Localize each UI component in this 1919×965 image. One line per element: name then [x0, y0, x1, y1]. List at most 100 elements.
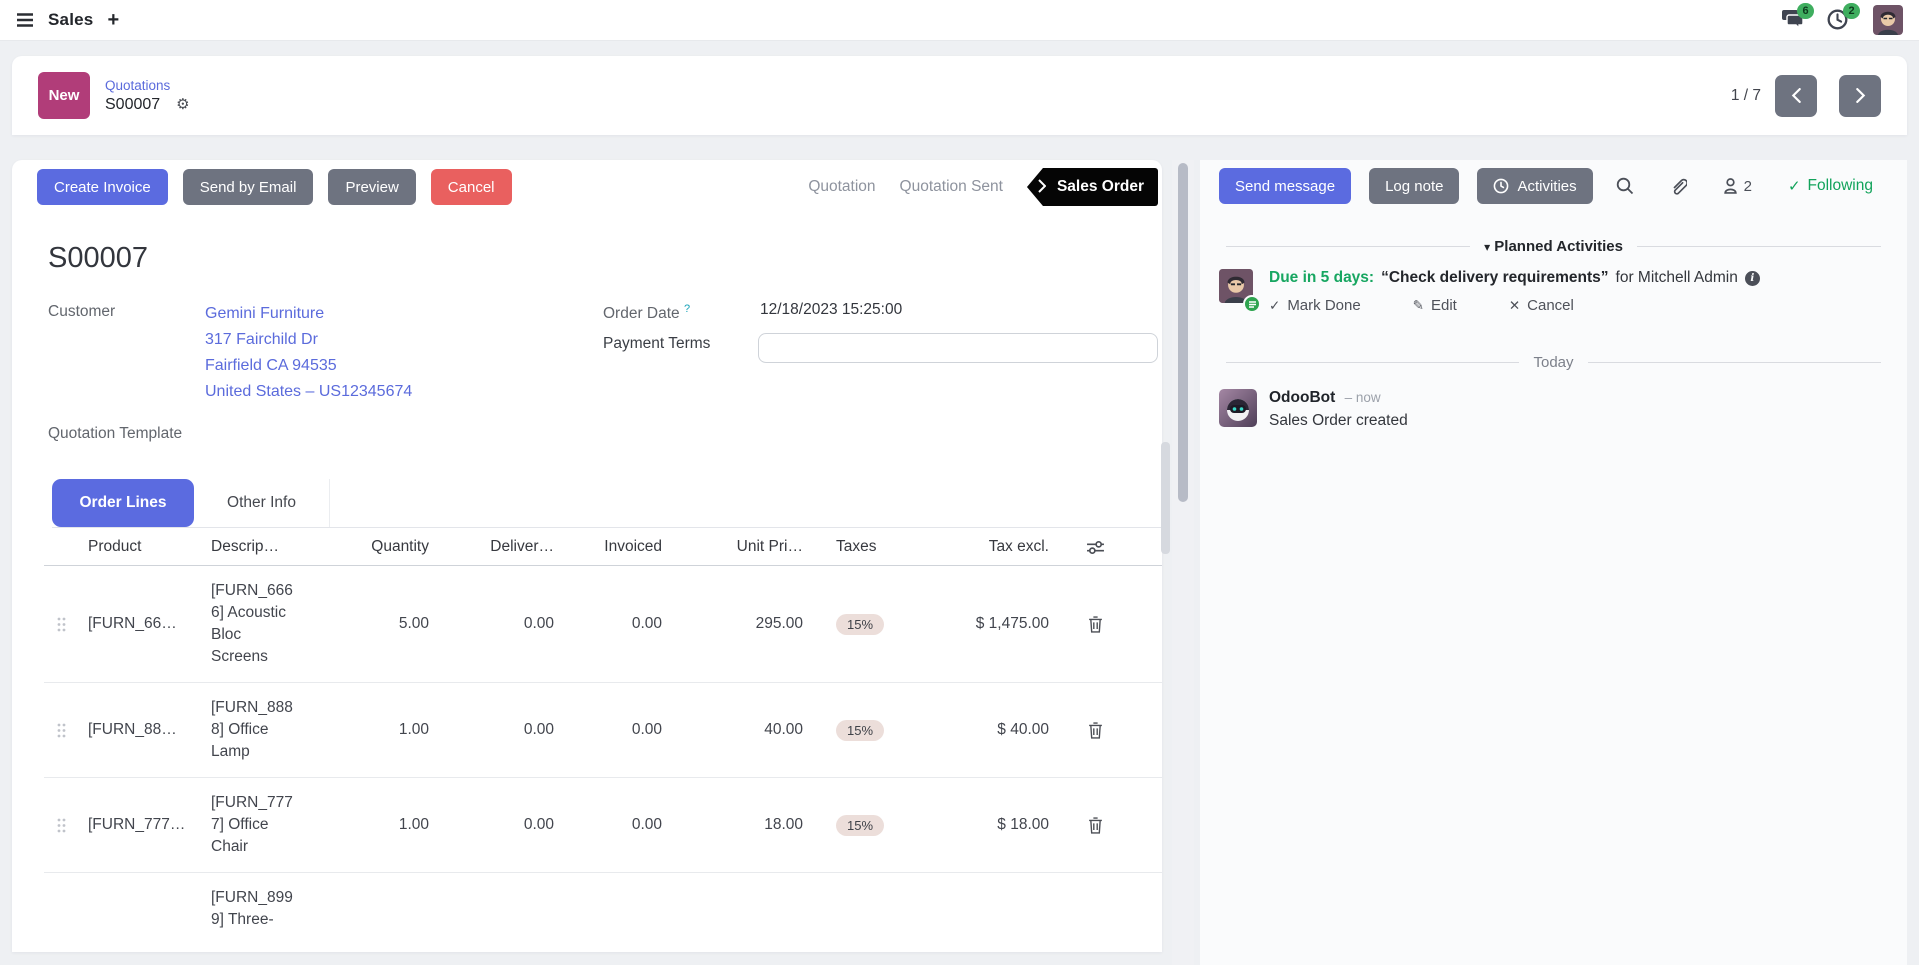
stage-quotation-sent[interactable]: Quotation Sent [899, 178, 1003, 195]
customer-name-link[interactable]: Gemini Furniture [205, 305, 325, 322]
activity-due-date: Due in 5 days: [1269, 269, 1375, 286]
cell-invoiced[interactable]: 0.00 [631, 816, 662, 833]
search-messages-icon[interactable] [1616, 177, 1634, 195]
hamburger-menu-icon[interactable] [16, 13, 34, 27]
attachment-paperclip-icon[interactable] [1670, 177, 1687, 196]
customer-value: Gemini Furniture 317 Fairchild Dr Fairfi… [205, 301, 412, 405]
col-quantity[interactable]: Quantity [371, 538, 429, 555]
cell-product[interactable]: [FURN_88… [88, 721, 177, 738]
cell-delivered[interactable]: 0.00 [523, 615, 554, 632]
activities-button-label: Activities [1517, 177, 1577, 195]
order-date-value[interactable]: 12/18/2023 15:25:00 [760, 301, 903, 318]
customer-country-link[interactable]: United States – US12345674 [205, 383, 413, 400]
cell-unit-price[interactable]: 295.00 [755, 615, 803, 632]
drag-handle-icon[interactable] [44, 723, 78, 738]
col-unit-price[interactable]: Unit Pri… [736, 538, 803, 555]
user-avatar[interactable] [1873, 5, 1903, 35]
message-author[interactable]: OdooBot [1269, 389, 1336, 406]
cell-quantity[interactable]: 1.00 [398, 721, 429, 738]
stage-sales-order-active[interactable]: Sales Order [1026, 168, 1158, 206]
followers-button[interactable]: 2 [1723, 178, 1752, 195]
pager-next-button[interactable] [1839, 74, 1881, 117]
delete-row-icon[interactable] [1088, 721, 1103, 739]
col-invoiced[interactable]: Invoiced [604, 538, 662, 555]
cell-product[interactable]: [FURN_66… [88, 615, 177, 632]
cell-taxes: 15% [808, 719, 936, 741]
log-note-button[interactable]: Log note [1369, 168, 1460, 204]
cell-description[interactable]: [FURN_7777] Office Chair [211, 794, 293, 855]
cell-description[interactable]: [FURN_6666] Acoustic Bloc Screens [211, 582, 293, 665]
info-icon[interactable]: i [1744, 270, 1760, 286]
edit-activity-button[interactable]: ✎ Edit [1412, 297, 1457, 314]
tab-order-lines[interactable]: Order Lines [52, 479, 194, 527]
pencil-icon: ✎ [1412, 297, 1424, 313]
col-tax-excl[interactable]: Tax excl. [988, 538, 1049, 555]
cancel-button[interactable]: Cancel [430, 169, 512, 205]
cell-subtotal: $ 18.00 [997, 816, 1049, 833]
drag-handle-icon[interactable] [44, 818, 78, 833]
cell-quantity[interactable]: 1.00 [398, 816, 429, 833]
col-delivered[interactable]: Deliver… [490, 538, 554, 555]
cell-invoiced[interactable]: 0.00 [631, 615, 662, 632]
cancel-activity-button[interactable]: ✕ Cancel [1508, 297, 1574, 314]
customer-street-link[interactable]: 317 Fairchild Dr [205, 331, 318, 348]
cell-subtotal: $ 1,475.00 [975, 615, 1049, 632]
cell-delivered[interactable]: 0.00 [523, 816, 554, 833]
tax-badge[interactable]: 15% [836, 814, 885, 836]
following-button[interactable]: ✓ Following [1788, 177, 1873, 195]
cell-description[interactable]: [FURN_8888] Office Lamp [211, 699, 293, 760]
table-row: [FURN_66… [FURN_6666] Acoustic Bloc Scre… [44, 566, 1162, 683]
add-icon[interactable]: + [107, 9, 120, 31]
planned-activities-header[interactable]: ▾ Planned Activities [1484, 238, 1623, 255]
mark-done-button[interactable]: ✓ Mark Done [1269, 297, 1361, 314]
tax-badge[interactable]: 15% [836, 719, 885, 741]
activity-clock-icon[interactable]: 2 [1827, 3, 1860, 31]
payment-terms-input[interactable] [757, 333, 1158, 364]
order-lines-header: Product Descrip… Quantity Deliver… Invoi… [44, 528, 1162, 566]
col-description[interactable]: Descrip… [211, 538, 280, 555]
col-product[interactable]: Product [88, 538, 142, 555]
send-message-button[interactable]: Send message [1219, 168, 1352, 204]
app-menu-sales[interactable]: Sales [48, 10, 94, 29]
cell-quantity[interactable]: 5.00 [398, 615, 429, 632]
odoobot-avatar[interactable] [1219, 389, 1257, 427]
help-question-icon: ? [683, 303, 691, 315]
cell-product[interactable]: [FURN_777… [88, 816, 186, 833]
activities-button[interactable]: Activities [1477, 168, 1593, 204]
tab-other-info[interactable]: Other Info [194, 479, 330, 527]
form-sheet: S00007 Customer Gemini Furniture 317 Fai… [12, 214, 1162, 945]
col-taxes[interactable]: Taxes [836, 538, 877, 555]
send-by-email-button[interactable]: Send by Email [182, 169, 314, 205]
scrollbar-track[interactable] [1172, 160, 1194, 965]
cell-description[interactable]: [FURN_8999] Three- [211, 889, 293, 928]
chevron-left-icon [1791, 88, 1801, 103]
cell-unit-price[interactable]: 18.00 [764, 816, 803, 833]
delete-row-icon[interactable] [1088, 615, 1103, 633]
cell-taxes: 15% [808, 814, 936, 836]
inner-scrollbar-thumb[interactable] [1161, 442, 1170, 554]
drag-handle-icon[interactable] [44, 617, 78, 632]
optional-columns-icon[interactable] [1086, 540, 1105, 555]
scrollbar-thumb[interactable] [1178, 163, 1188, 502]
cell-invoiced[interactable]: 0.00 [631, 721, 662, 738]
cell-unit-price[interactable]: 40.00 [764, 721, 803, 738]
chatter-toolbar: Send message Log note Activities 2 ✓ Fol… [1200, 160, 1907, 212]
pager-previous-button[interactable] [1775, 74, 1817, 117]
customer-city-link[interactable]: Fairfield CA 94535 [205, 357, 337, 374]
create-invoice-button[interactable]: Create Invoice [37, 169, 168, 205]
new-button[interactable]: New [38, 72, 90, 119]
cell-delivered[interactable]: 0.00 [523, 721, 554, 738]
chatter-message: OdooBot – now Sales Order created [1200, 371, 1907, 430]
customer-label: Customer [48, 303, 116, 320]
delete-row-icon[interactable] [1088, 816, 1103, 834]
planned-activity-item: Due in 5 days: “Check delivery requireme… [1200, 255, 1907, 314]
pager-counter: 1 / 7 [1730, 86, 1761, 104]
preview-button[interactable]: Preview [328, 169, 416, 205]
activity-avatar[interactable] [1219, 269, 1261, 313]
stage-quotation[interactable]: Quotation [808, 178, 876, 195]
tax-badge[interactable]: 15% [836, 613, 885, 635]
gear-icon[interactable]: ⚙ [176, 96, 190, 113]
breadcrumb-quotations-link[interactable]: Quotations [105, 77, 171, 93]
messages-icon[interactable]: 6 [1781, 3, 1814, 31]
clock-icon [1827, 9, 1848, 30]
